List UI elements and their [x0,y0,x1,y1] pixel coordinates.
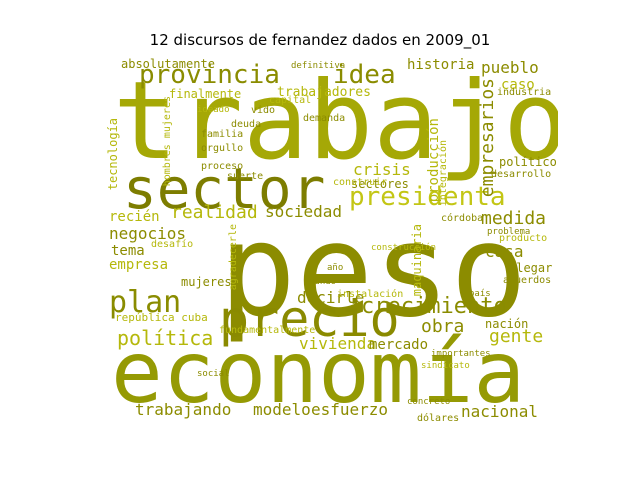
word-presidenta: presidenta [349,182,506,212]
word-economia: economía [111,323,526,423]
word-agradecerle: agradecerle [228,224,239,291]
word-provincia: provincia [139,60,280,90]
word-trabajo: trabajo [113,59,558,184]
word-importantes: importantes [431,349,491,359]
word-historia: historia [407,58,475,73]
word-deuda: deuda [231,119,262,130]
word-peso: peso [219,197,528,346]
word-esfuerzo: esfuerzo [311,400,389,419]
word-sindicato: sindicato [421,361,470,371]
word-plan: plan [109,285,182,320]
word-cordoba: córdoba [441,213,484,224]
word-idea: idea [333,60,396,90]
word-definitiva: definitiva [291,61,346,71]
word-proceso: proceso [201,161,244,172]
word-vido: vido [251,105,276,116]
word-construccion: construcción [371,243,437,253]
word-tema: tema [111,243,145,259]
word-maquinaria: maquinaria [410,224,424,297]
word-familia: familia [201,129,244,140]
word-hombres-mujeres: hombres mujeres [162,96,173,187]
word-pueblo: pueblo [481,58,539,77]
word-problema: problema [487,227,531,237]
word-orgullo: orgullo [201,143,244,154]
word-precio: precio [219,290,400,348]
word-tecnologia: tecnología [106,118,120,191]
word-negocios: negocios [109,224,187,243]
word-republica-cuba: república cuba [115,311,208,324]
word-demanda: demanda [303,113,346,124]
word-producto: producto [499,233,548,244]
word-suerte: suerte [227,171,264,182]
word-construir: construir [333,177,388,188]
word-nacional: nacional [461,402,539,421]
word-concreto: concreto [407,397,451,407]
chart-title: 12 discursos de fernandez dados en 2009_… [149,31,491,49]
word-medida: medida [481,208,547,229]
word-nacion: nación [485,317,529,331]
word-realidad: realidad [171,202,258,223]
word-industria: industria [497,87,552,98]
word-caso: caso [501,77,535,93]
word-acuerdos: acuerdos [503,275,552,286]
word-mercado: mercado [369,337,429,353]
word-finalmente: finalmente [169,87,242,101]
word-desafio: desafío [151,239,194,250]
word-mujeres: mujeres [181,275,232,289]
word-trabajadores: trabajadores [277,85,371,100]
word-cloud: trabajo peso economía sector precio prov… [101,58,558,426]
word-absolutamente: absolutamente [121,58,215,71]
word-fundamentalmente: fundamentalmente [219,325,316,336]
word-gente: gente [489,326,544,347]
word-dolares: dólares [417,413,460,424]
word-sector: sector [123,157,326,222]
word-casa: casa [485,242,524,261]
word-desarrollo: desarrollo [491,169,552,180]
word-ano: año [327,263,344,273]
word-ideado: ideado [197,105,230,115]
word-instalacion: instalación [337,289,404,300]
word-vivienda: vivienda [299,334,377,353]
word-recien: recién [109,209,160,225]
word-politico: político [499,155,557,169]
word-decirle: decirle [297,288,365,307]
word-social: social [197,369,230,379]
word-crecimiento: crecimiento [361,294,507,319]
word-trabajando: trabajando [135,400,232,419]
word-obra: obra [421,316,465,337]
word-empresa: empresa [109,257,169,273]
word-crisis: crisis [353,160,411,179]
word-politica: política [117,326,214,350]
word-capital: capital [269,95,312,106]
word-llegar: llegar [509,261,553,275]
word-sectores: sectores [351,177,409,191]
word-mundo: mundo [309,277,337,287]
word-integracion: integración [438,140,449,207]
word-pais: país [469,289,491,299]
word-modelo: modelo [253,400,311,419]
word-sociedad: sociedad [265,202,343,221]
